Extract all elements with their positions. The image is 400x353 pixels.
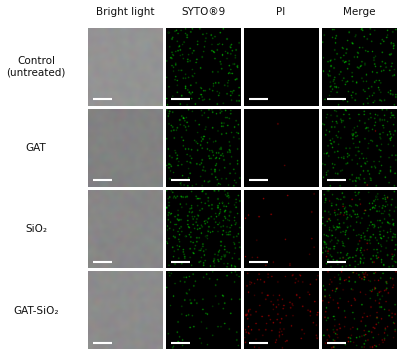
Text: Bright light: Bright light (96, 7, 154, 17)
Text: PI: PI (276, 7, 286, 17)
Text: SYTO®9: SYTO®9 (181, 7, 225, 17)
Text: GAT: GAT (26, 143, 46, 153)
Text: GAT-SiO₂: GAT-SiO₂ (13, 306, 59, 316)
Text: SiO₂: SiO₂ (25, 225, 47, 234)
Text: Merge: Merge (343, 7, 375, 17)
Text: Control
(untreated): Control (untreated) (6, 56, 66, 78)
